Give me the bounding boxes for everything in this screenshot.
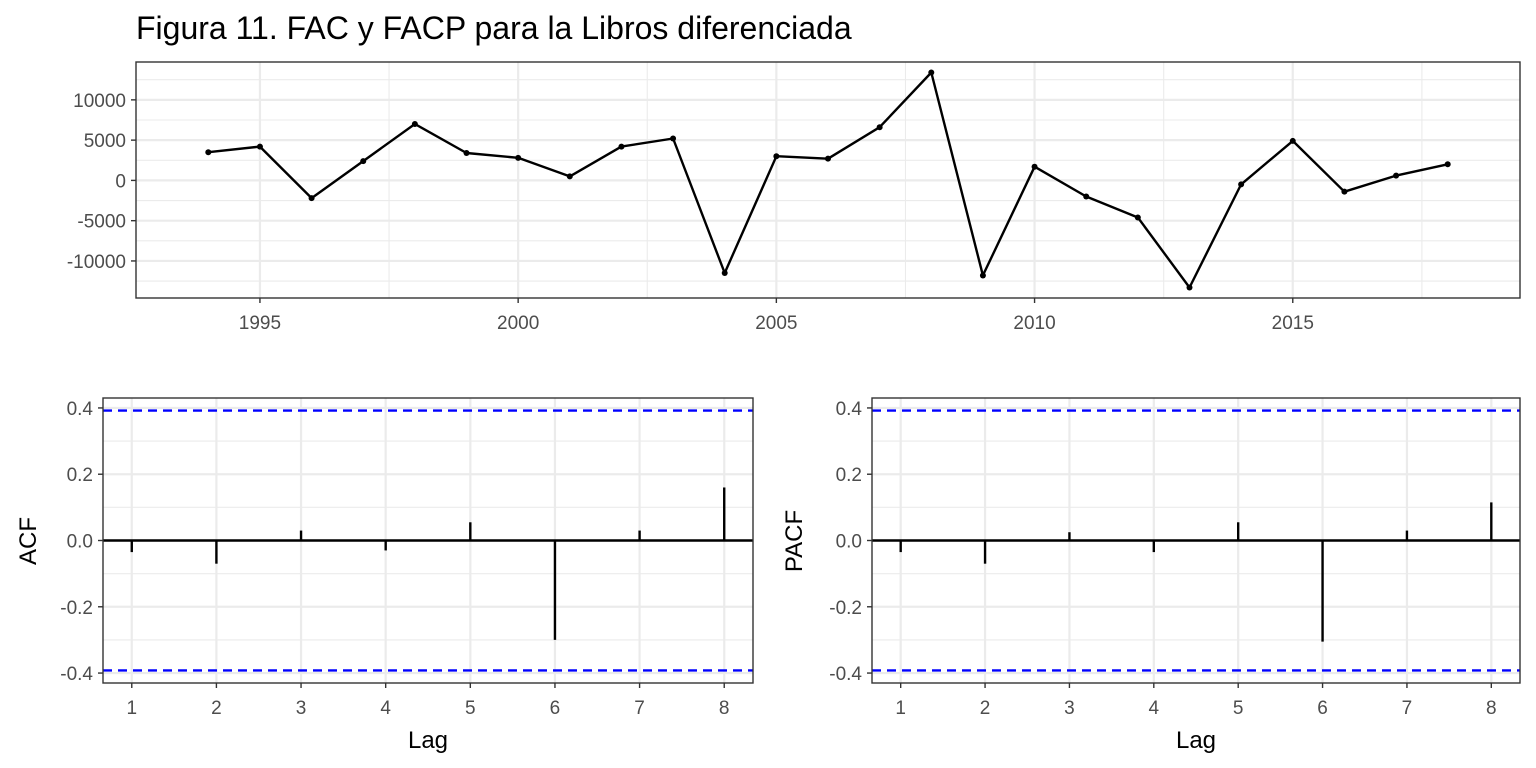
pacf-y-tick-label: 0.0	[836, 532, 862, 553]
acf-x-tick-label: 6	[550, 698, 561, 719]
acf-x-tick-label: 1	[126, 698, 137, 719]
series-y-tick-label: 10000	[73, 91, 126, 112]
series-x-tick-label: 2000	[497, 313, 539, 334]
acf-x-tick-label: 5	[465, 698, 476, 719]
series-point	[1186, 284, 1193, 291]
pacf-x-tick-label: 8	[1486, 698, 1497, 719]
pacf-y-tick-label: 0.4	[836, 399, 863, 420]
acf-y-tick-label: 0.2	[67, 465, 93, 486]
series-point	[463, 150, 470, 157]
series-point	[1083, 193, 1090, 200]
series-point	[308, 195, 315, 202]
series-point	[1341, 188, 1348, 195]
series-point	[360, 158, 367, 165]
pacf-x-tick-label: 3	[1064, 698, 1075, 719]
series-point	[721, 270, 728, 277]
pacf-x-tick-label: 7	[1402, 698, 1413, 719]
acf-y-tick-label: 0.4	[67, 399, 94, 420]
pacf-y-tick-label: 0.2	[836, 465, 862, 486]
series-x-tick-label: 1995	[239, 313, 281, 334]
series-y-tick-label: -10000	[67, 252, 126, 273]
series-point	[411, 121, 418, 128]
series-point	[979, 272, 986, 279]
acf-y-tick-label: 0.0	[67, 532, 93, 553]
acf-y-tick-label: -0.4	[60, 664, 93, 685]
acf-x-tick-label: 8	[719, 698, 730, 719]
series-point	[1134, 214, 1141, 221]
acf-panel: 1 2 3 4 5 6 7 8 -0.4 -0.2 0.0 0.2 0.4	[60, 397, 754, 719]
acf-x-tick-label: 2	[211, 698, 222, 719]
pacf-panel: 1 2 3 4 5 6 7 8 -0.4 -0.2 0.0 0.2 0.4	[829, 397, 1521, 719]
series-y-tick-label: 0	[115, 171, 126, 192]
series-point	[1031, 163, 1038, 170]
series-panel: 1995 2000 2005 2010 2015 -10000 -5000 0 5000 1000…	[67, 61, 1521, 334]
series-point	[618, 143, 625, 150]
pacf-x-tick-label: 5	[1233, 698, 1244, 719]
series-y-tick-label: 5000	[84, 131, 126, 152]
pacf-y-tick-label: -0.2	[829, 598, 862, 619]
series-point	[1444, 161, 1451, 168]
series-point	[1289, 137, 1296, 144]
series-point	[566, 173, 573, 180]
series-point	[876, 124, 883, 131]
series-x-tick-label: 2005	[755, 313, 797, 334]
acf-y-axis-title: ACF	[15, 517, 42, 565]
pacf-x-tick-label: 4	[1149, 698, 1160, 719]
pacf-x-tick-label: 6	[1317, 698, 1328, 719]
series-point	[1238, 181, 1245, 188]
acf-x-tick-label: 4	[380, 698, 391, 719]
acf-y-tick-label: -0.2	[60, 598, 93, 619]
acf-x-tick-label: 3	[296, 698, 307, 719]
acf-x-axis-title: Lag	[408, 727, 448, 754]
pacf-y-tick-label: -0.4	[829, 664, 862, 685]
series-point	[773, 153, 780, 160]
chart-title: Figura 11. FAC y FACP para la Libros dif…	[136, 10, 852, 46]
series-point	[515, 154, 522, 161]
series-point	[1393, 172, 1400, 179]
series-point	[825, 155, 831, 162]
series-point	[256, 143, 263, 150]
pacf-x-axis-title: Lag	[1176, 727, 1216, 754]
series-point	[205, 149, 212, 156]
pacf-y-axis-title: PACF	[781, 510, 808, 572]
pacf-x-tick-label: 1	[895, 698, 906, 719]
series-point	[670, 135, 677, 142]
series-y-tick-label: -5000	[77, 212, 126, 233]
series-point	[928, 69, 935, 76]
series-x-tick-label: 2015	[1272, 313, 1314, 334]
acf-x-tick-label: 7	[634, 698, 645, 719]
series-x-tick-label: 2010	[1013, 313, 1055, 334]
pacf-x-tick-label: 2	[980, 698, 991, 719]
